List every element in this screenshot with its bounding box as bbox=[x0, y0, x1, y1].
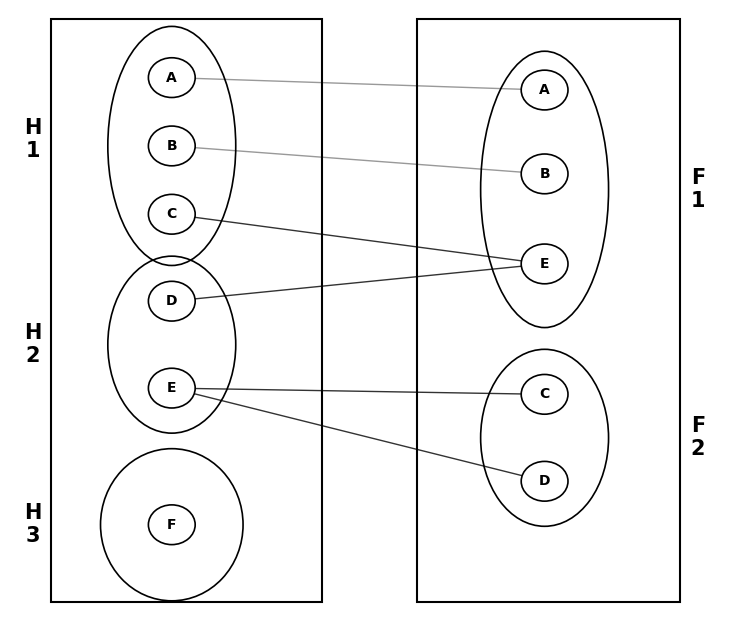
Circle shape bbox=[148, 368, 195, 408]
Text: C: C bbox=[539, 388, 550, 401]
Circle shape bbox=[521, 70, 568, 110]
Circle shape bbox=[521, 154, 568, 194]
Text: D: D bbox=[166, 294, 178, 308]
Text: H
1: H 1 bbox=[24, 118, 42, 161]
Text: F
1: F 1 bbox=[691, 168, 705, 211]
Circle shape bbox=[521, 374, 568, 414]
Text: D: D bbox=[539, 474, 550, 488]
Text: A: A bbox=[539, 83, 550, 97]
Circle shape bbox=[148, 126, 195, 166]
Text: E: E bbox=[540, 257, 549, 271]
Circle shape bbox=[521, 244, 568, 284]
Circle shape bbox=[148, 281, 195, 321]
Text: H
3: H 3 bbox=[24, 503, 42, 546]
Text: B: B bbox=[167, 139, 177, 153]
Circle shape bbox=[521, 461, 568, 501]
Text: F: F bbox=[167, 518, 176, 532]
Circle shape bbox=[148, 505, 195, 545]
Text: H
2: H 2 bbox=[24, 323, 42, 366]
Text: F
2: F 2 bbox=[691, 416, 705, 460]
Circle shape bbox=[148, 58, 195, 97]
Text: A: A bbox=[167, 71, 177, 84]
Circle shape bbox=[148, 194, 195, 234]
Text: B: B bbox=[539, 167, 550, 181]
Text: C: C bbox=[167, 207, 177, 221]
Text: E: E bbox=[167, 381, 176, 395]
